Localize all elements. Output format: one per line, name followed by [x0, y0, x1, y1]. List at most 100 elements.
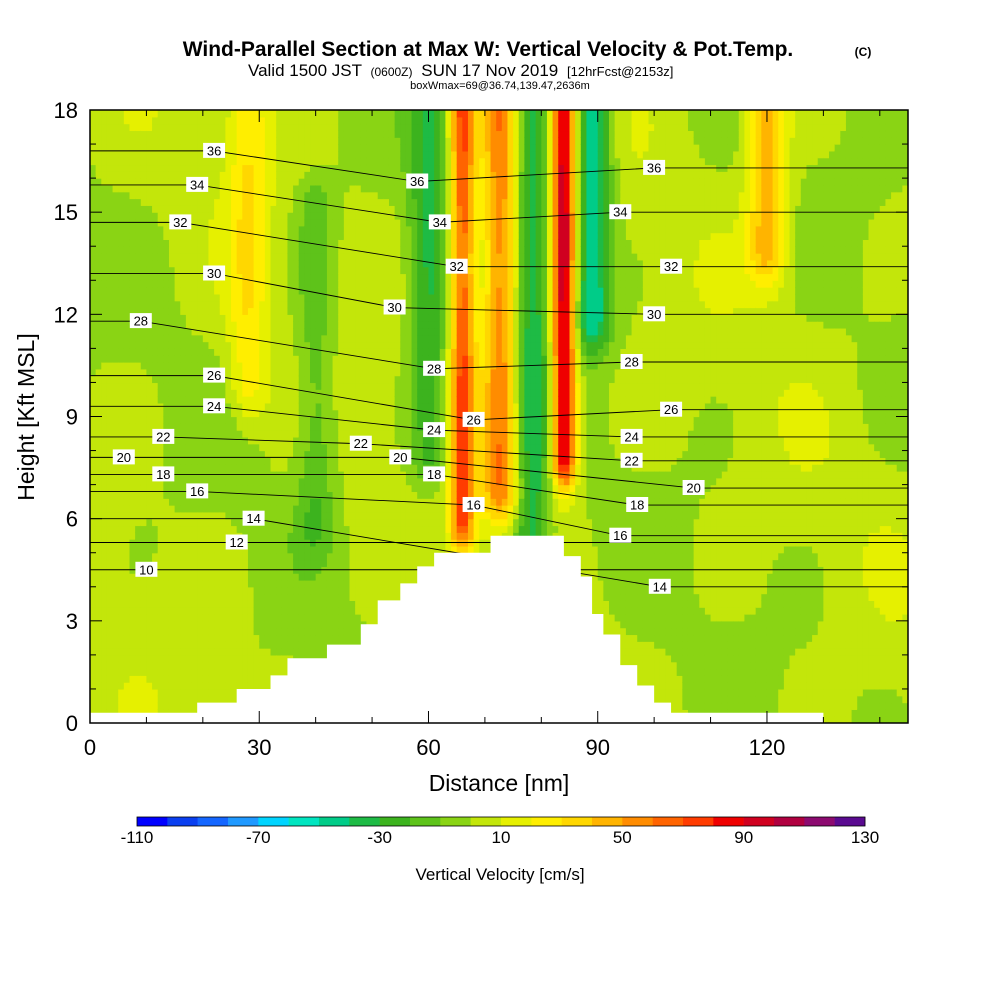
field-cell: [146, 586, 153, 595]
field-cell: [106, 389, 114, 397]
field-cell: [168, 675, 176, 683]
field-cell: [180, 682, 187, 690]
field-cell: [180, 511, 187, 520]
field-cell: [168, 641, 176, 649]
field-cell: [264, 402, 272, 411]
field-cell: [270, 614, 277, 622]
field-cell: [185, 327, 193, 336]
field-cell: [185, 259, 193, 268]
field-cell: [264, 634, 272, 642]
field-cell: [394, 586, 401, 595]
field-cell: [225, 614, 232, 622]
field-cell: [281, 477, 289, 486]
field-cell: [332, 300, 339, 309]
field-cell: [394, 491, 401, 499]
field-cell: [326, 389, 334, 397]
field-cell: [135, 334, 142, 343]
field-cell: [247, 648, 255, 656]
field-cell: [372, 368, 379, 377]
field-cell: [152, 423, 159, 431]
field-cell: [157, 518, 164, 527]
field-cell: [123, 498, 131, 506]
field-cell: [377, 416, 384, 424]
field-cell: [343, 212, 351, 220]
field-cell: [349, 334, 356, 343]
field-cell: [253, 368, 260, 377]
field-cell: [383, 552, 390, 561]
field-cell: [338, 532, 345, 540]
field-cell: [377, 586, 384, 595]
field-cell: [185, 668, 193, 676]
field-cell: [236, 116, 243, 125]
field-cell: [372, 348, 379, 356]
field-cell: [112, 293, 119, 302]
field-cell: [123, 287, 131, 295]
field-cell: [276, 450, 283, 458]
field-cell: [326, 457, 334, 465]
field-cell: [247, 573, 255, 581]
field-cell: [140, 116, 148, 125]
field-cell: [298, 532, 305, 540]
field-cell: [343, 137, 351, 145]
field-cell: [298, 334, 305, 343]
field-cell: [95, 368, 102, 377]
field-cell: [219, 137, 226, 145]
field-cell: [287, 110, 294, 118]
field-cell: [304, 498, 311, 506]
field-cell: [231, 321, 238, 329]
field-cell: [360, 266, 368, 275]
field-cell: [247, 116, 255, 125]
field-cell: [208, 627, 215, 636]
field-cell: [355, 232, 362, 241]
field-cell: [197, 348, 204, 356]
field-cell: [152, 321, 159, 329]
field-cell: [185, 348, 193, 356]
field-cell: [174, 225, 181, 234]
field-cell: [236, 545, 243, 554]
field-cell: [231, 627, 238, 636]
field-cell: [140, 389, 148, 397]
field-cell: [355, 382, 362, 390]
field-cell: [202, 525, 210, 533]
field-cell: [377, 144, 384, 152]
info-line: boxWmax=69@36.74,139.47,2636m: [410, 80, 590, 92]
field-cell: [219, 648, 226, 656]
field-cell: [276, 396, 283, 404]
field-cell: [123, 348, 131, 356]
field-cell: [349, 559, 356, 567]
field-cell: [225, 668, 232, 676]
field-cell: [146, 682, 153, 690]
field-cell: [174, 314, 181, 322]
field-cell: [287, 491, 294, 499]
field-cell: [202, 191, 210, 200]
field-cell: [383, 287, 390, 295]
field-cell: [338, 491, 345, 499]
field-cell: [270, 375, 277, 384]
field-cell: [293, 505, 300, 513]
field-cell: [377, 198, 384, 206]
field-cell: [304, 110, 311, 118]
field-cell: [247, 348, 255, 356]
field-cell: [366, 253, 373, 261]
field-cell: [197, 137, 204, 145]
field-cell: [281, 184, 289, 193]
field-cell: [231, 634, 238, 642]
field-cell: [372, 307, 379, 315]
field-cell: [315, 389, 322, 397]
field-cell: [326, 314, 334, 322]
field-cell: [129, 293, 136, 302]
field-cell: [219, 205, 226, 213]
field-cell: [388, 321, 396, 329]
field-cell: [202, 688, 210, 697]
field-cell: [231, 498, 238, 506]
field-cell: [326, 355, 334, 363]
field-cell: [214, 498, 221, 506]
field-cell: [349, 218, 356, 227]
field-cell: [366, 396, 373, 404]
field-cell: [304, 307, 311, 315]
field-cell: [140, 532, 148, 540]
field-cell: [247, 464, 255, 472]
field-cell: [253, 457, 260, 465]
field-cell: [377, 505, 384, 513]
field-cell: [163, 607, 170, 615]
